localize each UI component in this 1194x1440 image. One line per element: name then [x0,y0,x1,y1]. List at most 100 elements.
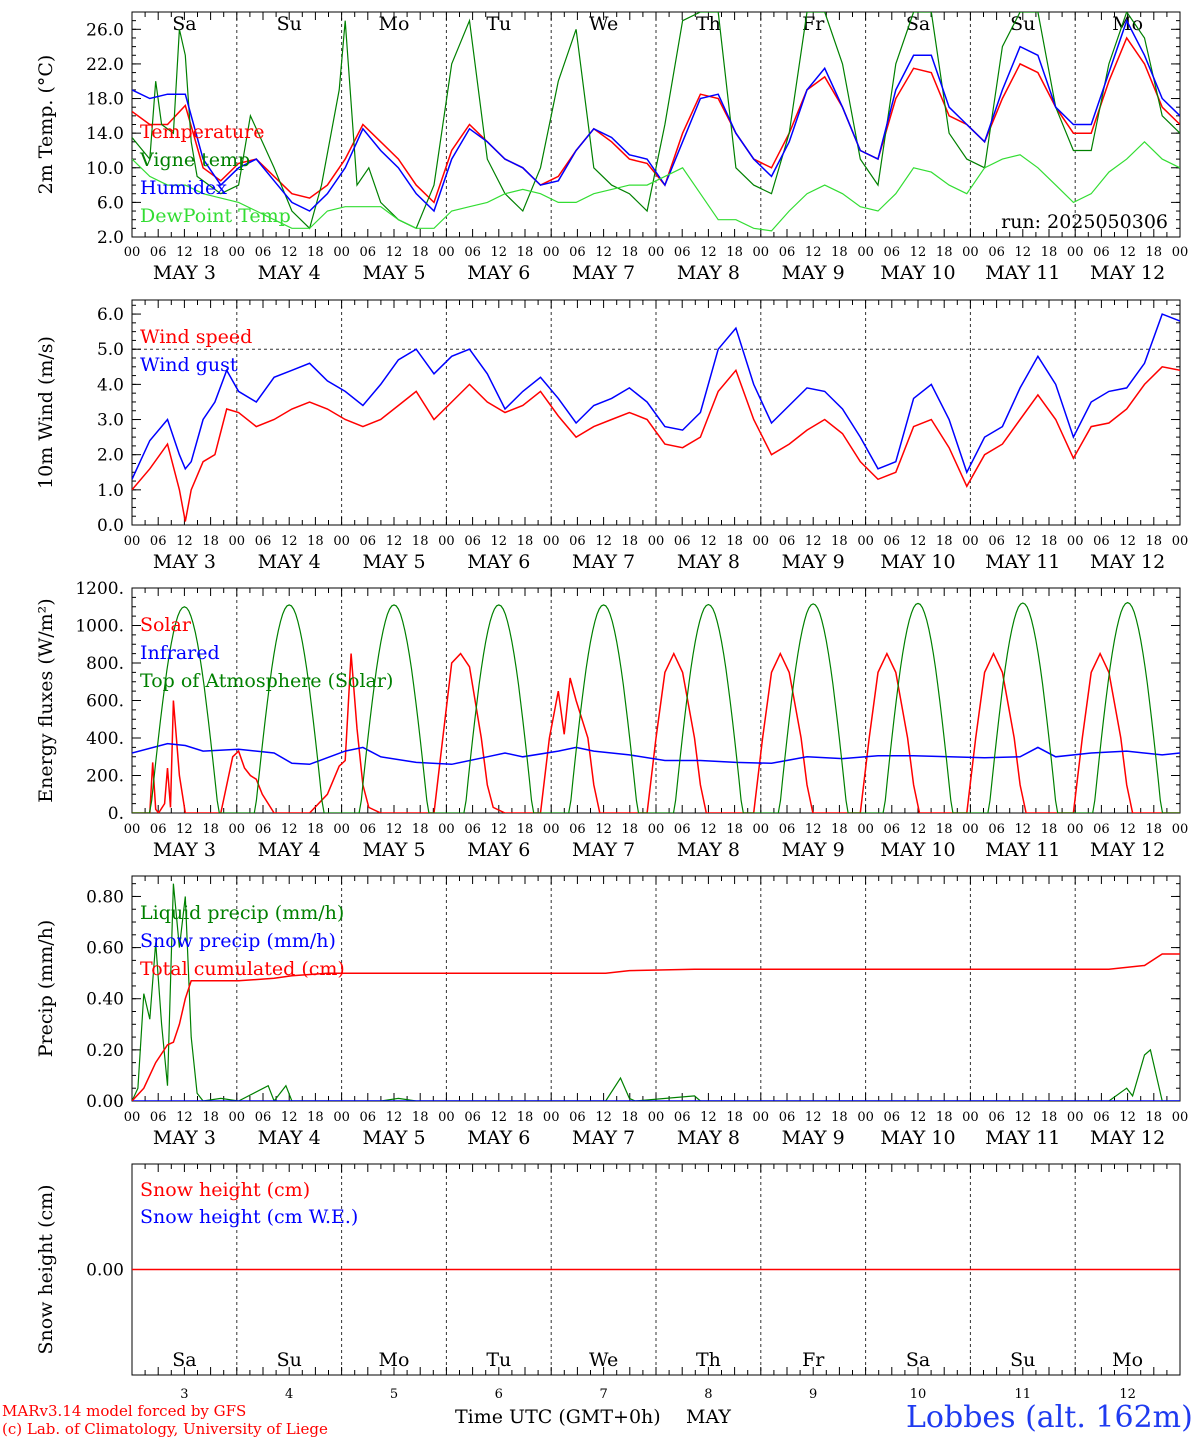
hour-label: 18 [726,534,743,549]
hour-label: 12 [386,1110,403,1125]
hour-label: 12 [386,822,403,837]
y-tick-label: 0.0 [97,516,124,536]
hour-label: 06 [884,1110,901,1125]
hour-label: 18 [412,1110,429,1125]
y-tick-label: 26.0 [86,20,124,40]
hour-label: 18 [202,245,219,260]
y-tick-label: 3.0 [97,411,124,431]
date-label: MAY 4 [258,839,321,861]
y-tick-label: 5.0 [97,340,124,360]
hour-label: 00 [857,245,874,260]
y-tick-label: 1200. [75,579,124,599]
hour-label: 12 [595,534,612,549]
date-label: MAY 6 [467,1127,530,1149]
hour-label: 00 [333,822,350,837]
hour-label: 12 [491,534,508,549]
day-number-label: 6 [495,1387,503,1402]
hour-label: 00 [333,1110,350,1125]
series-line-top-of-atmosphere-solar- [132,601,1180,813]
y-axis-title: 2m Temp. (°C) [35,55,57,195]
hour-label: 12 [1015,245,1032,260]
y-tick-label: 1000. [75,617,124,637]
hour-label: 12 [910,1110,927,1125]
date-label: MAY 9 [782,1127,845,1149]
legend-entry: DewPoint Temp [140,205,291,227]
hour-label: 12 [176,822,193,837]
hour-label: 12 [910,822,927,837]
hour-label: 06 [884,245,901,260]
date-label: MAY 3 [153,839,216,861]
hour-label: 00 [857,1110,874,1125]
hour-label: 18 [1146,822,1163,837]
legend-entry: Snow precip (mm/h) [140,930,336,952]
hour-label: 18 [517,245,534,260]
series-line-temperature [132,36,1180,204]
weekday-label: We [589,1349,618,1371]
date-label: MAY 5 [362,839,425,861]
y-axis-title: 10m Wind (m/s) [35,336,57,489]
panel-1: 2.0 6.0 10.0 14.0 18.0 22.0 26.0 2m Temp. (°C) 0… [35,11,1189,284]
hour-label: 18 [307,1110,324,1125]
hour-label: 18 [726,245,743,260]
hour-label: 06 [674,534,691,549]
hour-label: 06 [255,534,272,549]
panel-2: 0.0 1.0 2.0 3.0 4.0 5.0 6.0 10m Wind (m/s) 00 06 1… [35,299,1188,573]
hour-label: 00 [1172,245,1189,260]
weekday-label: Th [696,13,721,35]
hour-label: 18 [412,245,429,260]
date-label: MAY 12 [1090,1127,1165,1149]
hour-label: 06 [150,534,167,549]
hour-label: 12 [595,245,612,260]
hour-label: 12 [1119,245,1136,260]
date-label: MAY 8 [677,839,740,861]
hour-label: 00 [333,534,350,549]
hour-label: 06 [988,245,1005,260]
hour-label: 12 [805,245,822,260]
weekday-label: Fr [802,1349,825,1371]
hour-label: 12 [1119,1110,1136,1125]
date-label: MAY 9 [782,839,845,861]
date-label: MAY 9 [782,551,845,573]
hour-label: 06 [1093,1110,1110,1125]
hour-label: 06 [150,1110,167,1125]
hour-label: 00 [543,245,560,260]
y-tick-label: 0.20 [86,1041,124,1061]
hour-label: 18 [831,822,848,837]
hour-label: 18 [831,245,848,260]
hour-label: 06 [674,245,691,260]
hour-label: 00 [124,245,141,260]
date-label: MAY 3 [153,551,216,573]
weekday-label: We [589,13,618,35]
hour-label: 00 [962,245,979,260]
y-tick-label: 400. [86,729,124,749]
date-label: MAY 12 [1090,262,1165,284]
y-tick-label: 0.00 [86,1261,124,1281]
date-label: MAY 4 [258,262,321,284]
hour-label: 00 [438,822,455,837]
series-line-wind-gust [132,313,1180,480]
hour-label: 18 [202,822,219,837]
hour-label: 00 [229,822,246,837]
hour-label: 06 [464,822,481,837]
hour-label: 18 [831,1110,848,1125]
hour-label: 12 [1119,822,1136,837]
hour-label: 00 [1067,822,1084,837]
hour-label: 06 [150,245,167,260]
legend-entry: Solar [140,614,192,636]
hour-label: 06 [884,534,901,549]
date-label: MAY 6 [467,551,530,573]
y-tick-label: 0.00 [86,1092,124,1112]
weekday-label: Sa [906,1349,930,1371]
hour-label: 18 [936,1110,953,1125]
panel-5: 0.00 Snow height (cm) Sa Su Mo Tu We Th Fr Sa Su Mo… [35,1163,1181,1376]
hour-label: 00 [543,822,560,837]
y-tick-label: 6.0 [97,305,124,325]
hour-label: 12 [176,534,193,549]
hour-label: 18 [1041,245,1058,260]
hour-label: 12 [595,1110,612,1125]
hour-label: 18 [831,534,848,549]
hour-label: 12 [491,245,508,260]
series-line-vigne-temp [132,12,1180,230]
credit-line-2: (c) Lab. of Climatology, University of L… [2,1420,328,1438]
date-label: MAY 8 [677,551,740,573]
